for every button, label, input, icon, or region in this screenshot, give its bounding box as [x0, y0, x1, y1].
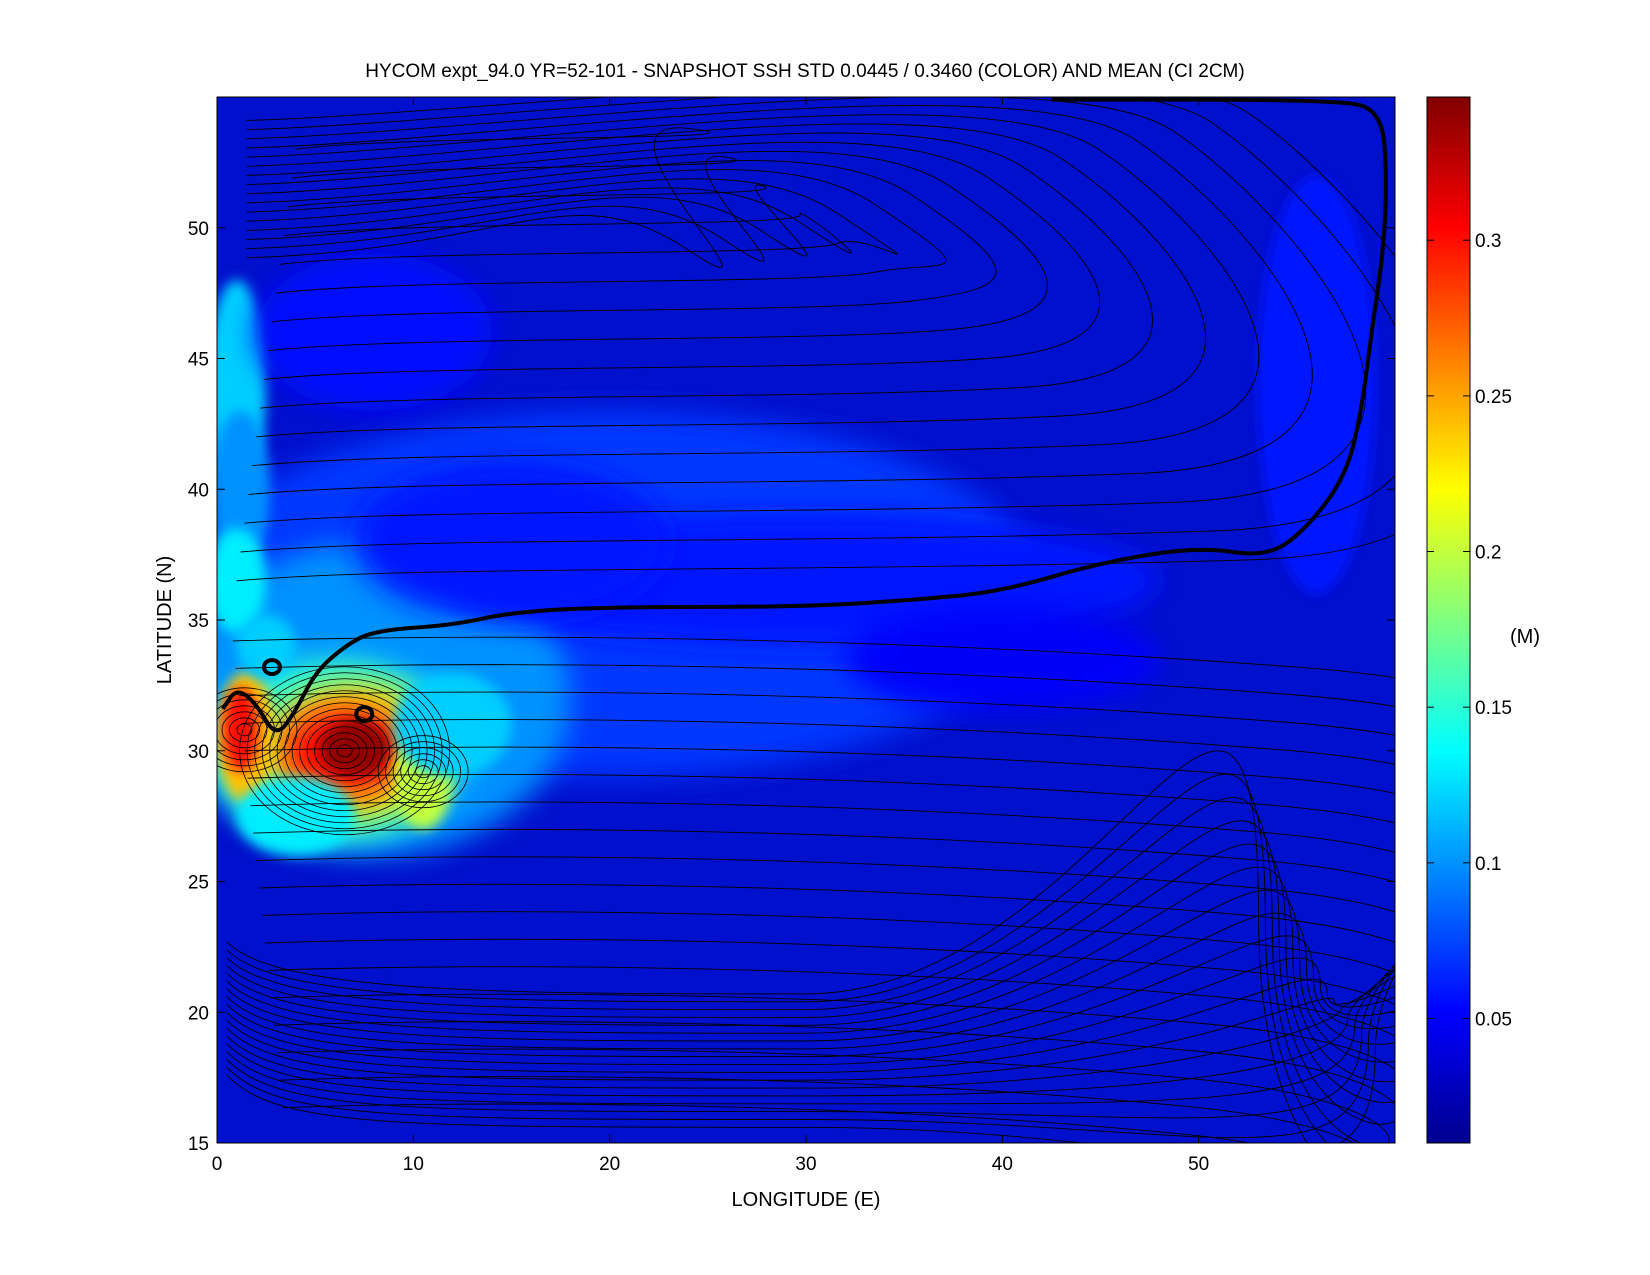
plot-area: [216, 96, 1396, 1144]
closed-mean-contour: [261, 658, 282, 677]
mean-contour-line: [226, 691, 1395, 1119]
mean-contour-ring: [291, 708, 398, 794]
mean-contour-line: [226, 636, 1395, 1143]
x-axis: 0 10 20 30 40 50: [212, 97, 1209, 1175]
closed-contours: [261, 658, 375, 724]
mean-contour-ring: [236, 723, 253, 737]
mean-contour-ring: [276, 696, 413, 806]
mean-contour-line: [246, 114, 1260, 467]
mean-contour-line: [246, 184, 808, 257]
mean-contour-line: [226, 797, 1390, 1143]
mean-contour-ring: [261, 684, 428, 818]
colorbar-tick-label: 0.1: [1475, 854, 1501, 875]
mean-ssh-contours: [217, 97, 1395, 1143]
mean-contour-line: [226, 889, 1395, 1063]
mean-contour-ring: [229, 717, 260, 743]
mean-contour-line: [226, 719, 1395, 1105]
mean-contour-ring: [321, 732, 368, 770]
mean-contour-ring: [299, 714, 391, 788]
std-hotspot: [256, 253, 492, 411]
mean-contour-line: [246, 169, 947, 294]
mean-contour-ring: [246, 672, 443, 830]
mean-contour-line: [246, 187, 852, 254]
mean-contour-line: [246, 150, 1048, 352]
mean-contour-line: [226, 883, 1395, 1058]
mean-contour-line: [226, 664, 1395, 1139]
std-hotspot: [236, 614, 296, 678]
colorbar-gradient: [1426, 96, 1471, 1144]
mean-contour-line: [246, 178, 898, 265]
x-tick-label: 0: [212, 1154, 223, 1175]
mean-contour-ring: [221, 711, 268, 749]
mean-contour-ring: [377, 735, 469, 809]
mean-contour-line: [226, 911, 1395, 1050]
std-hotspot: [845, 606, 1160, 712]
x-tick-label: 20: [599, 1154, 620, 1175]
mean-contour-ring: [217, 687, 298, 773]
colorbar-tick-label: 0.15: [1475, 698, 1512, 719]
y-tick-label: 40: [188, 480, 209, 501]
x-axis-label: LONGITUDE (E): [732, 1189, 881, 1211]
mean-contour-ring: [392, 747, 454, 797]
colorbar-tick-label: 0.05: [1475, 1009, 1512, 1030]
x-tick-label: 30: [795, 1154, 816, 1175]
y-tick-label: 15: [188, 1134, 209, 1155]
mean-contour-line: [226, 801, 1395, 1081]
mean-contour-line: [236, 97, 1395, 582]
y-tick-label: 45: [188, 350, 209, 371]
mean-contour-line: [226, 828, 1395, 1073]
y-axis: 15 20 25 30 35 40 45 50: [188, 219, 1395, 1155]
mean-contour-line: [226, 750, 1308, 1143]
std-hotspot: [354, 463, 669, 620]
std-hotspot: [393, 672, 512, 777]
mean-contour-line: [226, 773, 1355, 1143]
colorbar-unit-label: (M): [1510, 626, 1540, 648]
mean-contour-ring: [254, 678, 436, 824]
y-tick-label: 30: [188, 742, 209, 763]
x-tick-label: 10: [403, 1154, 424, 1175]
colorbar: 0.05 0.1 0.15 0.2 0.25 0.3 (M): [1426, 96, 1540, 1144]
y-axis-label: LATITUDE (N): [154, 556, 176, 685]
mean-contour-ring: [306, 720, 383, 782]
y-tick-label: 25: [188, 873, 209, 894]
colorbar-tick-label: 0.25: [1475, 387, 1512, 408]
std-hotspot: [1257, 175, 1376, 594]
mean-contour-line: [226, 856, 1395, 1066]
chart-title: HYCOM expt_94.0 YR=52-101 - SNAPSHOT SSH…: [365, 61, 1244, 82]
mean-contour-ring: [400, 753, 447, 791]
mean-contour-line: [246, 141, 1100, 380]
mean-contour-ring: [269, 690, 421, 812]
mean-contour-line: [226, 843, 1395, 1103]
mean-contour-line: [244, 97, 1367, 524]
mean-contour-line: [226, 820, 1395, 1125]
mean-contour-line: [246, 127, 723, 268]
mean-contour-line: [246, 123, 1206, 438]
mean-contour-line: [246, 105, 1313, 495]
zero-mean-contour: [221, 97, 1388, 733]
closed-mean-contour: [354, 705, 375, 724]
y-tick-label: 35: [188, 611, 209, 632]
mean-contour-line: [246, 155, 765, 262]
y-tick-label: 20: [188, 1003, 209, 1024]
colorbar-tick-label: 0.2: [1475, 543, 1501, 564]
mean-contour-line: [226, 866, 1395, 1083]
x-tick-label: 50: [1188, 1154, 1209, 1175]
mean-contour-ring: [336, 744, 353, 758]
x-tick-label: 40: [992, 1154, 1013, 1175]
colorbar-tick-label: 0.3: [1475, 231, 1501, 252]
mean-contour-ring: [407, 759, 439, 785]
mean-contour-ring: [284, 702, 406, 800]
mean-contour-line: [226, 746, 1395, 1097]
mean-contour-ring: [415, 765, 432, 779]
mean-contour-ring: [329, 738, 361, 764]
mean-contour-line: [226, 774, 1395, 1089]
mean-contour-ring: [385, 741, 462, 803]
mean-contour-ring: [314, 726, 376, 776]
y-tick-label: 50: [188, 219, 209, 240]
colorbar-ticks: 0.05 0.1 0.15 0.2 0.25 0.3: [1427, 231, 1512, 1030]
mean-contour-line: [246, 160, 997, 323]
std-hotspot: [217, 410, 271, 568]
mean-contour-line: [240, 97, 1395, 553]
